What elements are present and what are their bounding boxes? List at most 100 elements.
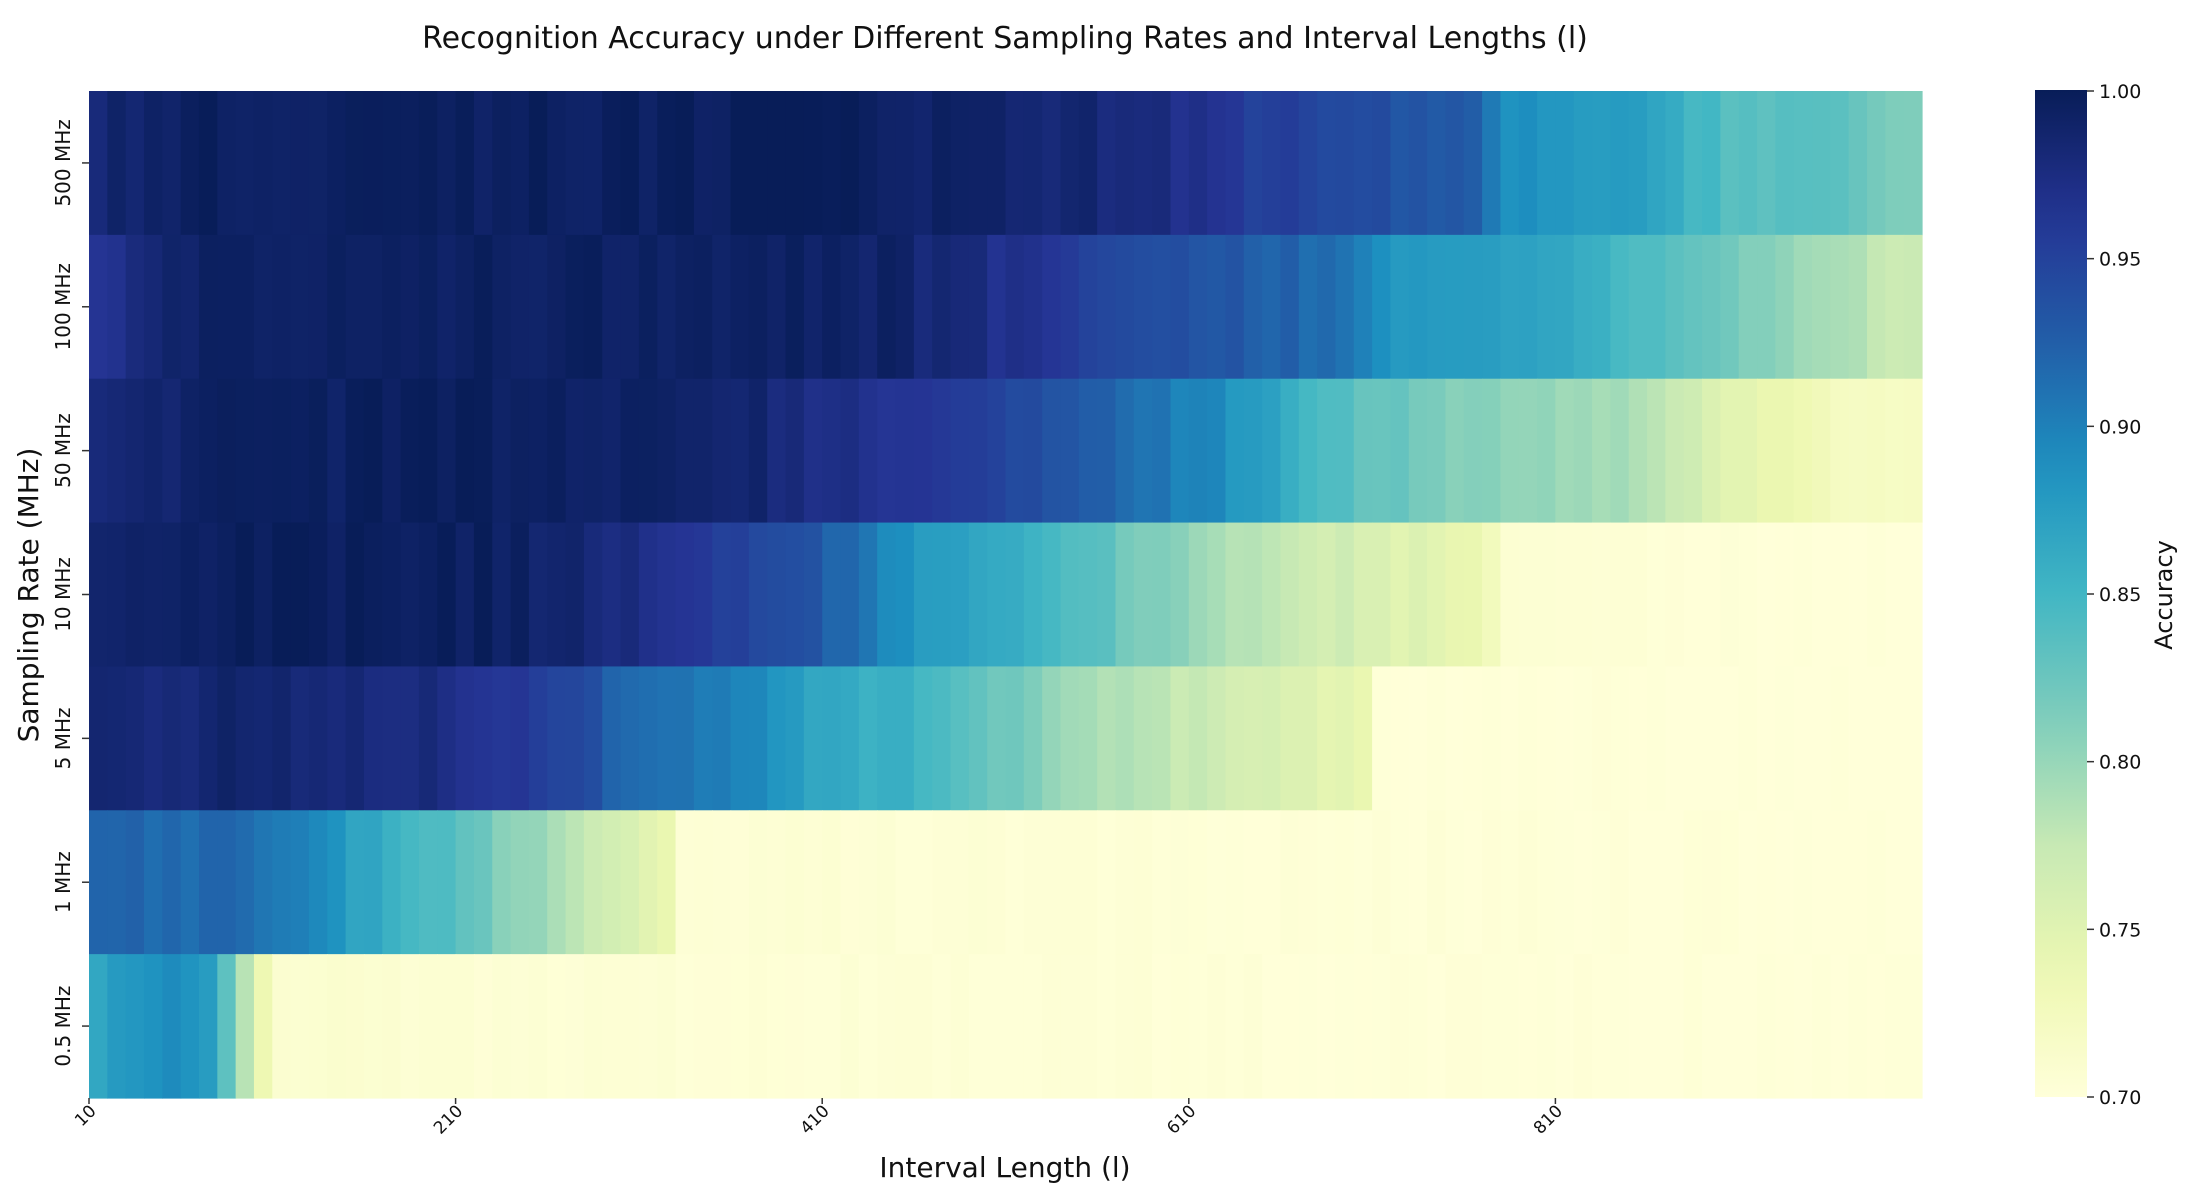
heatmap-cell: [693, 378, 713, 524]
heatmap-cell: [1812, 666, 1831, 811]
heatmap-cell: [107, 666, 127, 811]
heatmap-cell: [968, 234, 988, 380]
y-tick-label: 0.5 MHz: [51, 986, 75, 1067]
heatmap-cell: [400, 378, 420, 524]
heatmap-cell: [1243, 378, 1263, 524]
heatmap-cell: [1518, 378, 1538, 524]
heatmap-cell: [1427, 91, 1447, 236]
heatmap-cell: [1885, 954, 1905, 1099]
heatmap-cell: [1188, 954, 1208, 1099]
heatmap-cell: [290, 954, 310, 1099]
heatmap-cell: [235, 954, 255, 1099]
heatmap-cell: [217, 234, 237, 380]
heatmap-cell: [675, 810, 695, 955]
heatmap-cell: [1133, 666, 1153, 811]
heatmap-cell: [1207, 378, 1227, 524]
heatmap-cell: [125, 91, 145, 236]
heatmap-cell: [767, 666, 787, 811]
heatmap-cell: [602, 378, 622, 524]
heatmap-cells: [89, 91, 1923, 1099]
heatmap-cell: [1848, 234, 1868, 380]
heatmap-cell: [675, 234, 695, 380]
heatmap-cell: [748, 522, 768, 668]
heatmap-cell: [510, 378, 530, 524]
heatmap-cell: [1170, 810, 1190, 955]
heatmap-cell: [528, 91, 548, 236]
heatmap-cell: [345, 378, 365, 524]
heatmap-cell: [950, 666, 970, 811]
heatmap-cell: [547, 522, 567, 668]
heatmap-cell: [547, 91, 567, 236]
heatmap-cell: [913, 522, 933, 668]
heatmap-cell: [1115, 666, 1135, 811]
heatmap-cell: [803, 378, 823, 524]
heatmap-cell: [547, 954, 567, 1099]
heatmap-cell: [1592, 522, 1611, 668]
heatmap-cell: [987, 666, 1007, 811]
heatmap-cell: [1005, 91, 1025, 236]
heatmap-cell: [363, 91, 383, 236]
heatmap-cell: [125, 522, 145, 668]
heatmap-cell: [822, 378, 842, 524]
heatmap-cell: [785, 810, 805, 955]
heatmap-cell: [1738, 954, 1758, 1099]
heatmap-cell: [1372, 234, 1392, 380]
heatmap-cell: [1518, 234, 1538, 380]
heatmap-cell: [1812, 522, 1831, 668]
heatmap-cell: [125, 666, 145, 811]
heatmap-cell: [1317, 522, 1337, 668]
heatmap-cell: [382, 378, 402, 524]
heatmap-cell: [1720, 954, 1740, 1099]
heatmap-cell: [1683, 234, 1703, 380]
heatmap-cell: [748, 234, 768, 380]
heatmap-cell: [1005, 522, 1025, 668]
heatmap-cell: [89, 810, 108, 955]
heatmap-cell: [290, 91, 310, 236]
heatmap-cell: [1757, 522, 1776, 668]
heatmap-cell: [1647, 810, 1666, 955]
heatmap-cell: [1830, 522, 1850, 668]
heatmap-cell: [1078, 378, 1098, 524]
heatmap-cell: [987, 91, 1007, 236]
heatmap-cell: [1885, 91, 1905, 236]
heatmap-cell: [565, 378, 585, 524]
heatmap-cell: [345, 91, 365, 236]
heatmap-cell: [730, 522, 750, 668]
heatmap-cell: [1702, 234, 1721, 380]
heatmap-cell: [400, 666, 420, 811]
heatmap-cell: [803, 91, 823, 236]
heatmap-cell: [675, 522, 695, 668]
heatmap-cell: [143, 810, 163, 955]
heatmap-cell: [125, 234, 145, 380]
heatmap-cell: [217, 91, 237, 236]
heatmap-cell: [89, 234, 108, 380]
heatmap-cell: [932, 810, 952, 955]
heatmap-cell: [290, 522, 310, 668]
heatmap-cell: [1097, 378, 1117, 524]
heatmap-cell: [803, 954, 823, 1099]
heatmap-cell: [1500, 234, 1520, 380]
heatmap-cell: [1097, 954, 1117, 1099]
heatmap-cell: [528, 378, 548, 524]
heatmap-cell: [583, 666, 603, 811]
heatmap-cell: [858, 234, 878, 380]
heatmap-cell: [1702, 666, 1721, 811]
heatmap-cell: [253, 378, 273, 524]
heatmap-cell: [858, 378, 878, 524]
heatmap-cell: [1775, 810, 1795, 955]
heatmap-cell: [1408, 810, 1428, 955]
heatmap-cell: [822, 810, 842, 955]
heatmap-cell: [583, 810, 603, 955]
heatmap-cell: [858, 666, 878, 811]
heatmap-cell: [565, 810, 585, 955]
heatmap-cell: [895, 234, 915, 380]
heatmap-cell: [1720, 666, 1740, 811]
heatmap-cell: [1372, 522, 1392, 668]
heatmap-cell: [418, 234, 438, 380]
heatmap-cell: [290, 810, 310, 955]
heatmap-cell: [1555, 91, 1575, 236]
heatmap-cell: [253, 954, 273, 1099]
heatmap-cell: [748, 378, 768, 524]
heatmap-cell: [803, 234, 823, 380]
heatmap-cell: [1573, 522, 1593, 668]
